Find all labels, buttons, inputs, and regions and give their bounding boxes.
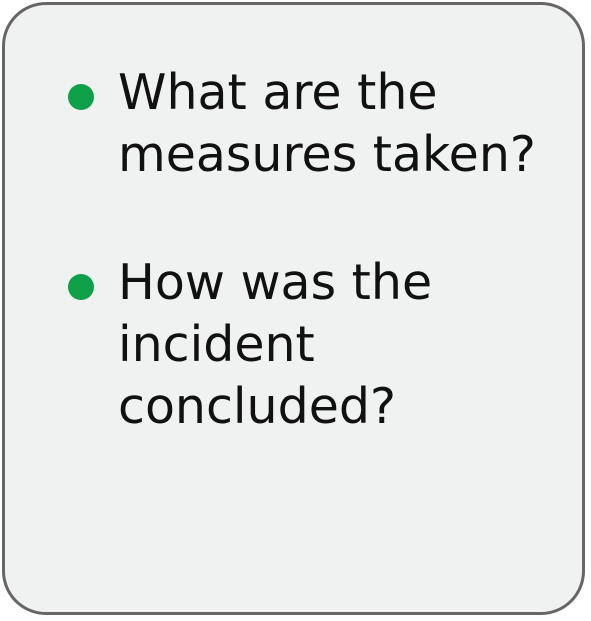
- bullet-text: How was the incident concluded?: [118, 254, 433, 435]
- bullet-dot-icon: [68, 84, 94, 110]
- bullet-text: What are the measures taken?: [118, 64, 536, 183]
- question-card: What are the measures taken? How was the…: [2, 2, 585, 615]
- bullet-dot-icon: [68, 274, 94, 300]
